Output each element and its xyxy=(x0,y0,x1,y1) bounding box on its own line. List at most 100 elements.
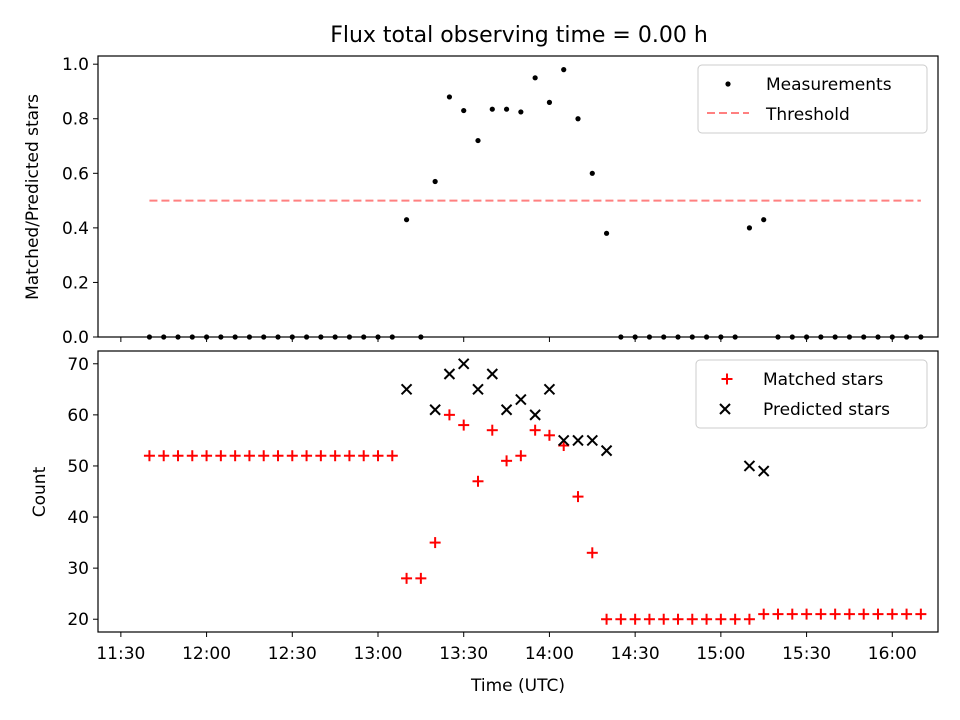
matched-star-point xyxy=(643,613,655,625)
matched-star-point xyxy=(901,608,913,620)
matched-star-point xyxy=(372,450,384,462)
measurement-point xyxy=(403,217,410,223)
predicted-star-point xyxy=(486,368,498,380)
bottom-xtick-label: 14:00 xyxy=(525,644,574,664)
measurement-point xyxy=(575,116,581,122)
measurement-point xyxy=(589,170,595,176)
matched-star-point xyxy=(758,608,770,620)
bottom-xtick-label: 15:30 xyxy=(782,644,831,664)
bottom-xtick-label: 14:30 xyxy=(611,644,660,664)
bottom-ytick-label: 60 xyxy=(67,406,89,426)
top-ylabel: Matched/Predicted stars xyxy=(23,94,43,300)
matched-star-point xyxy=(515,450,527,462)
matched-star-point xyxy=(172,450,184,462)
matched-star-point xyxy=(501,455,513,467)
top-panel: 0.0 0.2 0.4 0.6 0.8 1.0 Matched/Predicted sta… xyxy=(23,55,939,348)
measurement-point xyxy=(518,109,524,115)
matched-star-point xyxy=(843,608,855,620)
matched-star-point xyxy=(686,613,698,625)
matched-star-point xyxy=(801,608,813,620)
measurement-point xyxy=(489,106,495,112)
legend-x-glyph xyxy=(719,403,731,415)
bottom-data-layer xyxy=(143,358,927,625)
legend-label-measurements: Measurements xyxy=(766,75,892,95)
top-ytick-label: 0.2 xyxy=(62,273,89,293)
matched-star-point xyxy=(629,613,641,625)
chart-title: Flux total observing time = 0.00 h xyxy=(330,23,708,48)
predicted-star-point xyxy=(458,358,470,370)
matched-star-point xyxy=(486,424,498,436)
measurement-point xyxy=(446,94,453,100)
predicted-star-point xyxy=(543,383,556,396)
matched-star-point xyxy=(358,450,370,462)
predicted-star-point xyxy=(472,383,484,396)
measurement-point xyxy=(432,178,438,185)
matched-star-point xyxy=(872,608,884,620)
legend-label-threshold: Threshold xyxy=(765,105,850,125)
bottom-xtick-label: 13:30 xyxy=(439,644,488,664)
matched-star-point xyxy=(701,613,713,625)
top-ytick-label: 1.0 xyxy=(62,55,89,75)
top-tick-layer: 0.0 0.2 0.4 0.6 0.8 1.0 xyxy=(62,55,893,348)
measurement-point xyxy=(475,137,481,144)
matched-star-point xyxy=(286,450,298,462)
top-ytick-label: 0.8 xyxy=(62,110,89,130)
matched-star-point xyxy=(258,450,270,462)
bottom-xtick-label: 12:30 xyxy=(268,644,317,664)
predicted-star-point xyxy=(758,465,770,477)
measurement-point xyxy=(561,67,567,73)
matched-star-point xyxy=(858,608,870,620)
measurement-point xyxy=(746,225,753,231)
predicted-star-point xyxy=(529,409,541,421)
top-ytick-label: 0.0 xyxy=(62,328,89,348)
matched-star-point xyxy=(586,547,598,559)
measurement-point xyxy=(761,217,767,223)
matched-star-point xyxy=(615,613,627,625)
predicted-star-point xyxy=(558,434,570,447)
matched-star-point xyxy=(572,491,584,503)
matched-star-point xyxy=(243,450,255,462)
legend-label-matched-stars: Matched stars xyxy=(763,370,883,390)
top-ytick-label: 0.6 xyxy=(62,164,89,184)
matched-star-point xyxy=(443,409,455,421)
matched-star-point xyxy=(386,450,398,462)
predicted-star-point xyxy=(600,444,613,457)
top-legend-box xyxy=(697,64,928,134)
matched-star-point xyxy=(743,613,755,625)
matched-star-point xyxy=(558,440,570,452)
matched-star-point xyxy=(272,450,284,462)
bottom-ytick-label: 50 xyxy=(67,457,89,477)
predicted-star-point xyxy=(400,383,413,396)
measurement-point xyxy=(532,75,538,81)
predicted-star-point xyxy=(515,393,527,406)
legend-marker-measurements xyxy=(725,81,731,87)
predicted-star-point xyxy=(500,404,513,416)
bottom-ytick-label: 30 xyxy=(67,559,89,579)
predicted-star-point xyxy=(743,460,756,472)
measurement-point xyxy=(603,230,610,236)
matched-star-point xyxy=(415,572,427,584)
matched-star-point xyxy=(315,450,327,462)
matched-star-point xyxy=(301,450,313,462)
legend-plus-glyph xyxy=(721,373,733,385)
matched-star-point xyxy=(458,419,470,431)
matched-star-point xyxy=(343,450,355,462)
bottom-xtick-label: 12:00 xyxy=(182,644,231,664)
matched-star-point xyxy=(143,450,155,462)
legend-marker-predicted-stars xyxy=(719,403,731,415)
predicted-star-point xyxy=(429,404,441,416)
legend-marker-matched-stars xyxy=(721,373,733,385)
bottom-ytick-label: 70 xyxy=(67,355,89,375)
matched-star-point xyxy=(472,475,484,487)
matched-star-point xyxy=(729,613,741,625)
bottom-legend-box xyxy=(695,359,928,429)
matched-star-point xyxy=(215,450,227,462)
bottom-xtick-label: 13:00 xyxy=(354,644,403,664)
matched-star-point xyxy=(672,613,684,625)
bottom-axes-frame xyxy=(97,350,939,633)
matched-star-point xyxy=(829,608,841,620)
bottom-xtick-label: 11:30 xyxy=(96,644,145,664)
matched-star-point xyxy=(543,429,555,441)
measurement-point xyxy=(503,106,510,112)
